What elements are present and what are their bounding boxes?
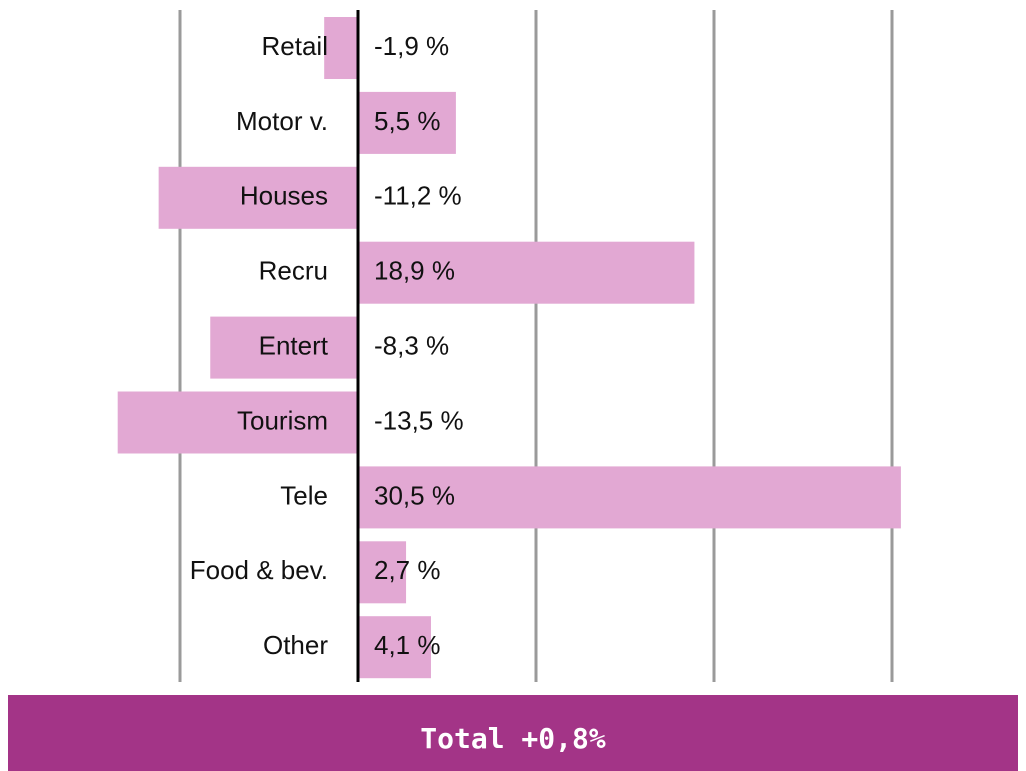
value-label: 18,9 %: [374, 256, 455, 286]
category-label: Motor v.: [236, 106, 328, 136]
bar: [358, 541, 407, 604]
labels: Retail -1,9 % Motor v. 5,5 % Houses -11,2 % Re…: [190, 31, 464, 660]
category-label: Tele: [280, 480, 328, 510]
value-label: -13,5 %: [374, 405, 464, 435]
value-label: 4,1 %: [374, 630, 441, 660]
bar: [358, 616, 431, 679]
total-box: [8, 695, 1018, 771]
bar: [158, 166, 358, 229]
category-label: Other: [263, 630, 328, 660]
bar: [358, 241, 695, 304]
category-label: Tourism: [237, 405, 328, 435]
category-label: Houses: [240, 181, 328, 211]
total-label: Total +0,8%: [420, 722, 606, 755]
value-label: 30,5 %: [374, 480, 455, 510]
bar: [358, 91, 456, 154]
category-label: Entert: [259, 330, 329, 360]
grid: [178, 10, 894, 682]
bar: [210, 316, 358, 379]
bars: [117, 17, 901, 679]
category-label: Retail: [262, 31, 328, 61]
value-label: -11,2 %: [374, 181, 462, 211]
bar: [117, 391, 358, 454]
category-label: Food & bev.: [190, 555, 328, 585]
value-label: -8,3 %: [374, 330, 449, 360]
value-label: 2,7 %: [374, 555, 441, 585]
bar: [358, 466, 901, 529]
bar: [324, 17, 358, 79]
category-label: Recru: [259, 256, 328, 286]
value-label: -1,9 %: [374, 31, 449, 61]
value-label: 5,5 %: [374, 106, 441, 136]
